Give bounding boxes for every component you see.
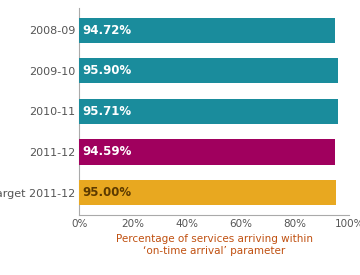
Text: 95.00%: 95.00% bbox=[82, 186, 131, 199]
Bar bbox=[79, 99, 338, 124]
Bar bbox=[79, 18, 335, 43]
Bar bbox=[79, 139, 334, 164]
Text: 95.90%: 95.90% bbox=[82, 64, 132, 77]
Text: 94.72%: 94.72% bbox=[82, 24, 131, 37]
X-axis label: Percentage of services arriving within
‘on-time arrival’ parameter: Percentage of services arriving within ‘… bbox=[116, 234, 313, 256]
Bar bbox=[79, 180, 336, 205]
Text: 94.59%: 94.59% bbox=[82, 145, 132, 158]
Text: 95.71%: 95.71% bbox=[82, 105, 131, 118]
Bar bbox=[79, 58, 338, 83]
